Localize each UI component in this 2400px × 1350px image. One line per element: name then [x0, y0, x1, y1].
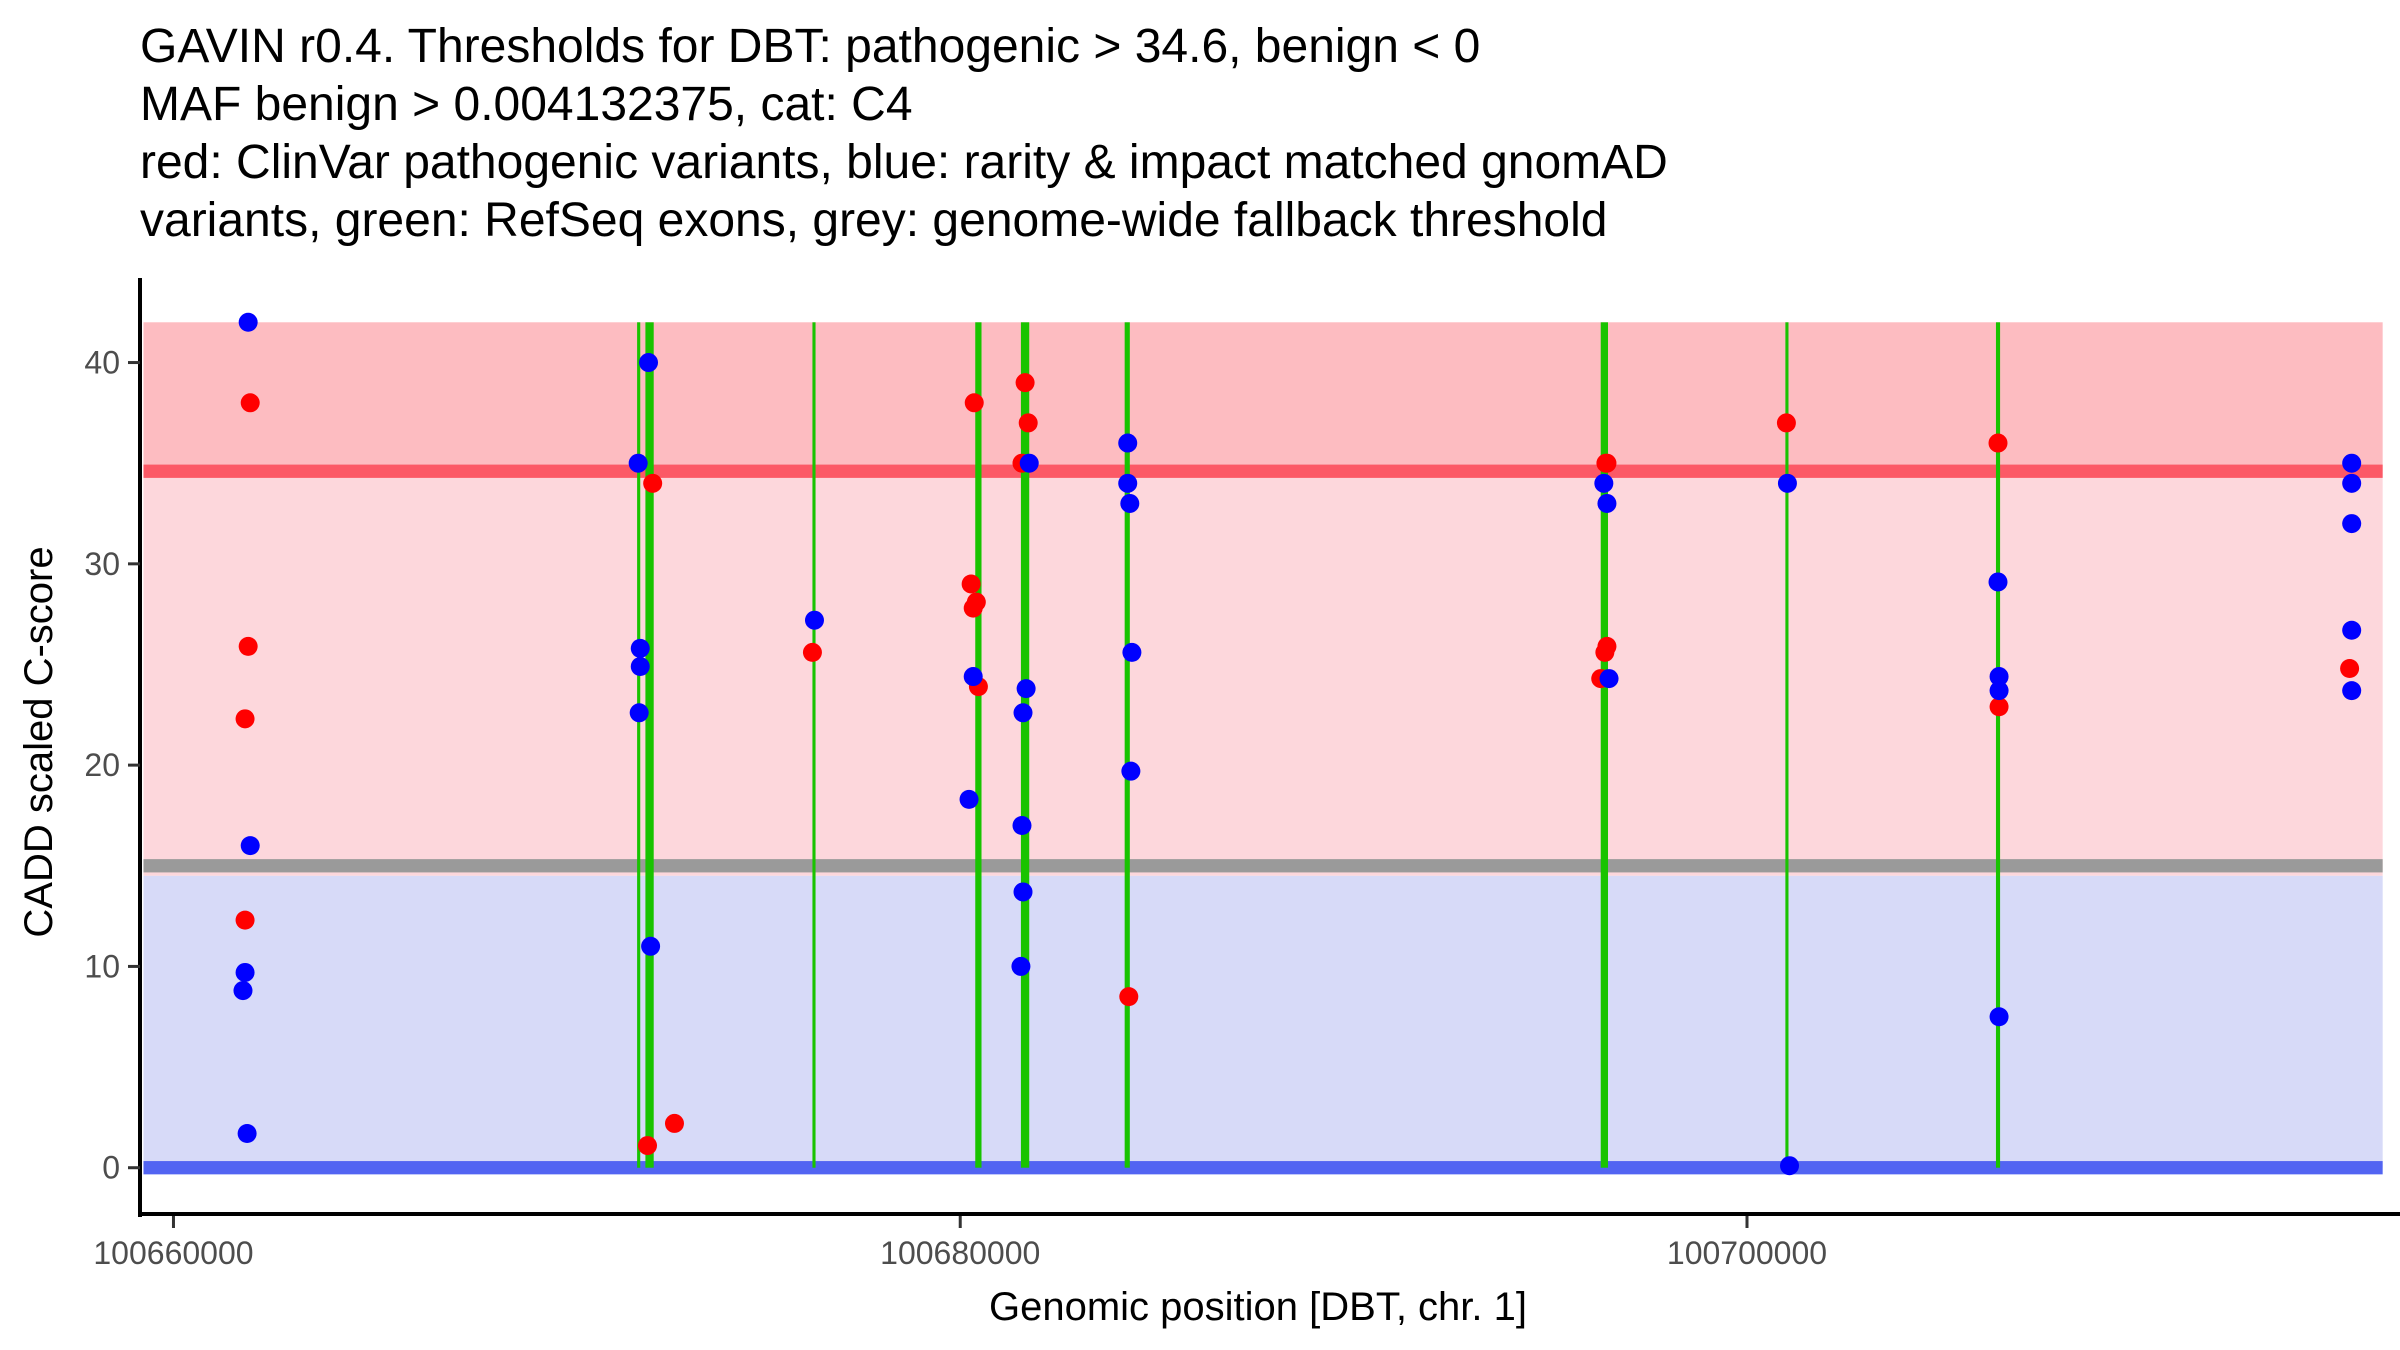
pathogenic-variant-point — [1018, 413, 1038, 433]
pathogenic-variant-point — [802, 642, 822, 662]
gnomad-variant-point — [1599, 669, 1619, 689]
y-tick-label: 30 — [84, 546, 120, 582]
gnomad-variant-point — [1989, 667, 2009, 687]
gnomad-variant-point — [628, 453, 648, 473]
pathogenic-variant-point — [2340, 659, 2360, 679]
pathogenic-variant-point — [1988, 433, 2008, 453]
exon-bar — [1124, 322, 1130, 1168]
gnomad-variant-point — [1013, 703, 1033, 723]
gnomad-variant-point — [959, 789, 979, 809]
benign-threshold-line — [143, 1161, 2383, 1175]
gnomad-variant-point — [1120, 493, 1140, 513]
title-line-1: GAVIN r0.4. Thresholds for DBT: pathogen… — [140, 20, 1480, 73]
gnomad-variant-point — [1121, 761, 1141, 781]
y-axis-title: CADD scaled C-score — [17, 546, 61, 937]
y-tick-label: 0 — [102, 1150, 120, 1186]
gnomad-variant-point — [2342, 453, 2362, 473]
x-axis-title: Genomic position [DBT, chr. 1] — [989, 1285, 1527, 1329]
pathogenic-variant-point — [664, 1113, 684, 1133]
x-axis-ticks: 100660000 100680000 100700000 — [93, 1216, 1827, 1271]
gnomad-variant-point — [1019, 453, 1039, 473]
gnomad-variant-point — [238, 312, 258, 332]
pathogenic-variant-point — [963, 598, 983, 618]
gnomad-variant-point — [1011, 956, 1031, 976]
gnomad-variant-point — [963, 667, 983, 687]
y-axis-ticks: 0 10 20 30 40 — [84, 345, 140, 1186]
pathogenic-variant-point — [235, 910, 255, 930]
exon-bar — [1020, 322, 1030, 1168]
title-line-2: MAF benign > 0.004132375, cat: C4 — [140, 78, 913, 131]
pathogenic-variant-point — [643, 473, 663, 493]
variant-points — [233, 312, 2362, 1176]
mid-zone — [143, 471, 2383, 876]
x-tick-label: 100660000 — [93, 1235, 253, 1271]
exon-bar — [1995, 322, 2001, 1168]
gnomad-variant-point — [2342, 620, 2362, 640]
gnomad-variant-point — [235, 962, 255, 982]
gnomad-variant-point — [2342, 681, 2362, 701]
pathogenic-variant-point — [1989, 697, 2009, 717]
pathogenic-variant-point — [637, 1136, 657, 1156]
gnomad-variant-point — [1780, 1156, 1800, 1176]
y-tick-label: 10 — [84, 948, 120, 984]
gnomad-variant-point — [1594, 473, 1614, 493]
axes: 0 10 20 30 40 100660000 100680000 100700000 — [84, 278, 2400, 1271]
gnomad-variant-point — [1777, 473, 1797, 493]
gnomad-variant-point — [639, 353, 659, 373]
benign-zone — [143, 875, 2383, 1168]
refseq-exons — [637, 322, 2001, 1168]
pathogenic-variant-point — [240, 393, 260, 413]
gnomad-variant-point — [629, 703, 649, 723]
gnomad-variant-point — [233, 981, 253, 1001]
pathogenic-variant-point — [1776, 413, 1796, 433]
gnomad-variant-point — [630, 638, 650, 658]
genome-wide-fallback-threshold-line — [143, 859, 2383, 873]
gnomad-variant-point — [1122, 642, 1142, 662]
x-tick-label: 100680000 — [880, 1235, 1040, 1271]
chart-title: GAVIN r0.4. Thresholds for DBT: pathogen… — [140, 20, 1668, 247]
pathogenic-zone-upper — [143, 322, 2383, 472]
y-tick-label: 40 — [84, 345, 120, 381]
pathogenic-variant-point — [1015, 373, 1035, 393]
gnomad-variant-point — [1988, 572, 2008, 592]
gnomad-variant-point — [2342, 514, 2362, 534]
exon-bar — [637, 322, 641, 1168]
exon-bar — [975, 322, 982, 1168]
exon-bar — [1600, 322, 1609, 1168]
gnomad-variant-point — [1989, 1007, 2009, 1027]
pathogenic-variant-point — [238, 636, 258, 656]
y-tick-label: 20 — [84, 747, 120, 783]
pathogenic-variant-point — [235, 709, 255, 729]
pathogenic-threshold-line — [143, 464, 2383, 478]
pathogenic-variant-point — [1595, 642, 1615, 662]
gnomad-variant-point — [804, 610, 824, 630]
gnomad-variant-point — [641, 936, 661, 956]
exon-bar — [645, 322, 654, 1168]
gnomad-matched-series — [233, 312, 2362, 1176]
gnomad-variant-point — [2342, 473, 2362, 493]
pathogenic-variant-point — [1119, 987, 1139, 1007]
gnomad-variant-point — [237, 1123, 257, 1143]
title-line-4: variants, green: RefSeq exons, grey: gen… — [140, 194, 1607, 247]
gnomad-variant-point — [1597, 493, 1617, 513]
gnomad-variant-point — [1118, 473, 1138, 493]
gnomad-variant-point — [1012, 816, 1032, 836]
gnomad-variant-point — [1013, 882, 1033, 902]
pathogenic-variant-point — [961, 574, 981, 594]
gnomad-variant-point — [1016, 679, 1036, 699]
title-line-3: red: ClinVar pathogenic variants, blue: … — [140, 136, 1668, 189]
pathogenic-variant-point — [964, 393, 984, 413]
x-tick-label: 100700000 — [1667, 1235, 1827, 1271]
gnomad-variant-point — [1989, 681, 2009, 701]
gnomad-variant-point — [1118, 433, 1138, 453]
threshold-regions — [143, 322, 2383, 1175]
gnomad-variant-point — [630, 656, 650, 676]
pathogenic-variant-point — [1596, 453, 1616, 473]
gnomad-variant-point — [240, 836, 260, 856]
exon-bar — [1785, 322, 1789, 1168]
exon-bar — [812, 322, 816, 1168]
